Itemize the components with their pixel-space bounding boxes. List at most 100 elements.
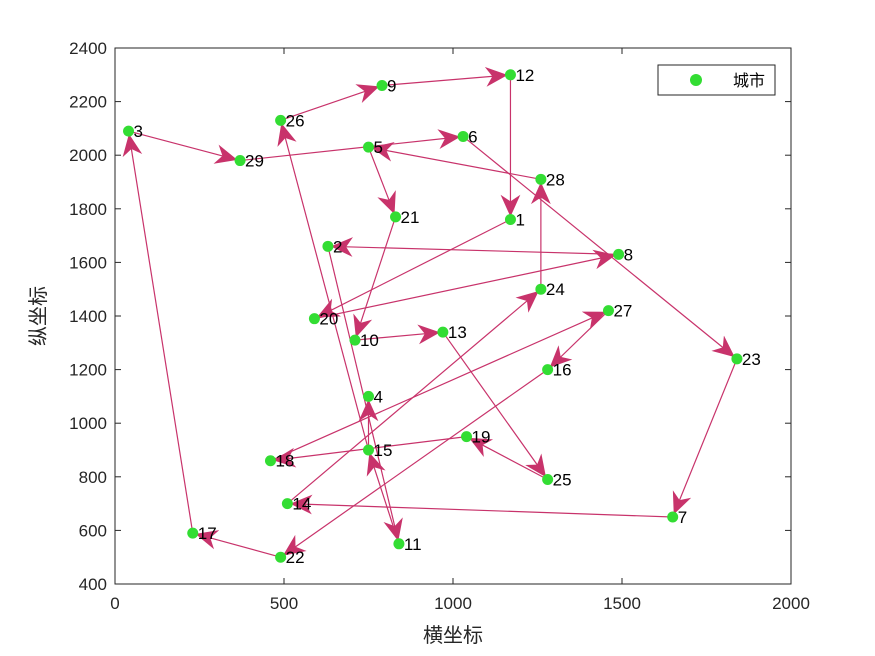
city-point-1 <box>504 214 516 226</box>
city-label-7: 7 <box>678 508 687 527</box>
city-label-9: 9 <box>387 77 396 96</box>
x-tick-label-0: 0 <box>110 594 119 613</box>
y-tick-label-600: 600 <box>79 521 107 540</box>
city-point-25 <box>542 473 554 485</box>
y-axis-title: 纵坐标 <box>26 286 50 346</box>
city-label-23: 23 <box>742 350 761 369</box>
city-label-1: 1 <box>515 211 524 230</box>
route-segment-5-to-21 <box>367 146 396 215</box>
y-tick-label-1800: 1800 <box>69 200 107 219</box>
y-axis-ticks: 400 600 800 1000 1200 1400 1600 1800 2000 2200 240… <box>69 39 791 594</box>
city-label-22: 22 <box>286 548 305 567</box>
y-tick-label-1400: 1400 <box>69 307 107 326</box>
city-label-26: 26 <box>286 111 305 130</box>
x-tick-label-1000: 1000 <box>434 594 472 613</box>
route-segment-16-to-22 <box>282 369 548 556</box>
route-segment-21-to-10 <box>353 216 397 338</box>
route-segment-22-to-17 <box>195 530 281 558</box>
legend: 城市 <box>657 64 776 96</box>
route-segment-18-to-27 <box>270 311 606 462</box>
legend-label: 城市 <box>733 71 765 90</box>
city-point-10 <box>349 334 361 346</box>
route-segment-10-to-13 <box>354 324 441 345</box>
route-segment-29-to-6 <box>239 129 461 162</box>
city-label-3: 3 <box>134 122 143 141</box>
route-segment-27-to-16 <box>549 310 609 368</box>
y-tick-label-2000: 2000 <box>69 146 107 165</box>
y-tick-label-1600: 1600 <box>69 253 107 272</box>
route-segment-23-to-7 <box>672 358 738 515</box>
city-point-16 <box>542 364 554 376</box>
city-label-24: 24 <box>546 280 565 299</box>
legend-box <box>657 64 776 96</box>
city-point-13 <box>437 326 449 338</box>
x-tick-label-1500: 1500 <box>603 594 641 613</box>
city-point-27 <box>602 305 614 317</box>
route-segment-26-to-9 <box>280 84 380 121</box>
city-point-3 <box>123 125 135 137</box>
city-labels: 1234567891011121314151617181920212223242… <box>134 66 761 567</box>
city-label-14: 14 <box>292 495 311 514</box>
legend-marker <box>690 74 702 86</box>
city-point-11 <box>393 538 405 550</box>
route-segment-25-to-19 <box>468 437 548 481</box>
city-label-16: 16 <box>553 361 572 380</box>
city-point-26 <box>275 114 287 126</box>
city-point-22 <box>275 551 287 563</box>
city-label-20: 20 <box>319 310 338 329</box>
route-segment-13-to-25 <box>442 331 547 478</box>
city-point-9 <box>376 80 388 92</box>
city-point-21 <box>390 211 402 223</box>
y-tick-label-2200: 2200 <box>69 93 107 112</box>
route-segment-3-to-29 <box>128 130 238 164</box>
city-label-28: 28 <box>546 170 565 189</box>
y-tick-label-400: 400 <box>79 575 107 594</box>
city-label-8: 8 <box>624 245 633 264</box>
y-tick-label-800: 800 <box>79 468 107 487</box>
city-label-11: 11 <box>404 535 422 554</box>
city-label-15: 15 <box>374 441 393 460</box>
city-label-19: 19 <box>472 428 491 447</box>
city-point-20 <box>308 313 320 325</box>
x-axis-title: 横坐标 <box>423 623 483 647</box>
route-segment-15-to-26 <box>277 123 370 451</box>
city-point-5 <box>363 141 374 153</box>
y-tick-label-1000: 1000 <box>69 414 107 433</box>
route-segment-17-to-3 <box>122 133 194 534</box>
city-point-28 <box>535 173 547 185</box>
city-point-7 <box>667 511 679 523</box>
city-point-6 <box>457 130 469 142</box>
plot-area <box>115 48 791 584</box>
city-label-18: 18 <box>275 452 294 471</box>
route-segment-9-to-12 <box>381 66 508 87</box>
y-tick-label-1200: 1200 <box>69 361 107 380</box>
city-label-6: 6 <box>468 127 477 146</box>
city-label-12: 12 <box>515 66 534 85</box>
city-label-13: 13 <box>448 323 467 342</box>
city-label-29: 29 <box>245 152 264 171</box>
route-segment-2-to-11 <box>327 246 403 542</box>
route-segment-28-to-5 <box>371 141 541 180</box>
route-segment-11-to-15 <box>366 452 400 544</box>
city-label-21: 21 <box>401 208 420 227</box>
city-point-23 <box>731 353 743 365</box>
route-segment-8-to-2 <box>330 237 619 257</box>
city-markers <box>123 69 743 563</box>
x-tick-label-2000: 2000 <box>772 594 810 613</box>
city-point-4 <box>363 390 374 402</box>
city-point-19 <box>461 431 473 443</box>
city-label-4: 4 <box>374 387 383 406</box>
city-point-24 <box>535 283 547 295</box>
city-point-18 <box>264 455 276 467</box>
city-label-25: 25 <box>553 470 572 489</box>
city-point-8 <box>613 248 625 260</box>
route-segment-1-to-20 <box>316 218 511 318</box>
x-axis-ticks: 0 500 1000 1500 2000 <box>110 48 810 613</box>
city-point-14 <box>281 498 293 510</box>
x-tick-label-500: 500 <box>270 594 298 613</box>
city-label-2: 2 <box>333 237 342 256</box>
city-label-27: 27 <box>613 302 632 321</box>
city-point-2 <box>322 240 334 252</box>
route-segment-20-to-8 <box>314 249 616 320</box>
city-label-10: 10 <box>360 331 379 350</box>
